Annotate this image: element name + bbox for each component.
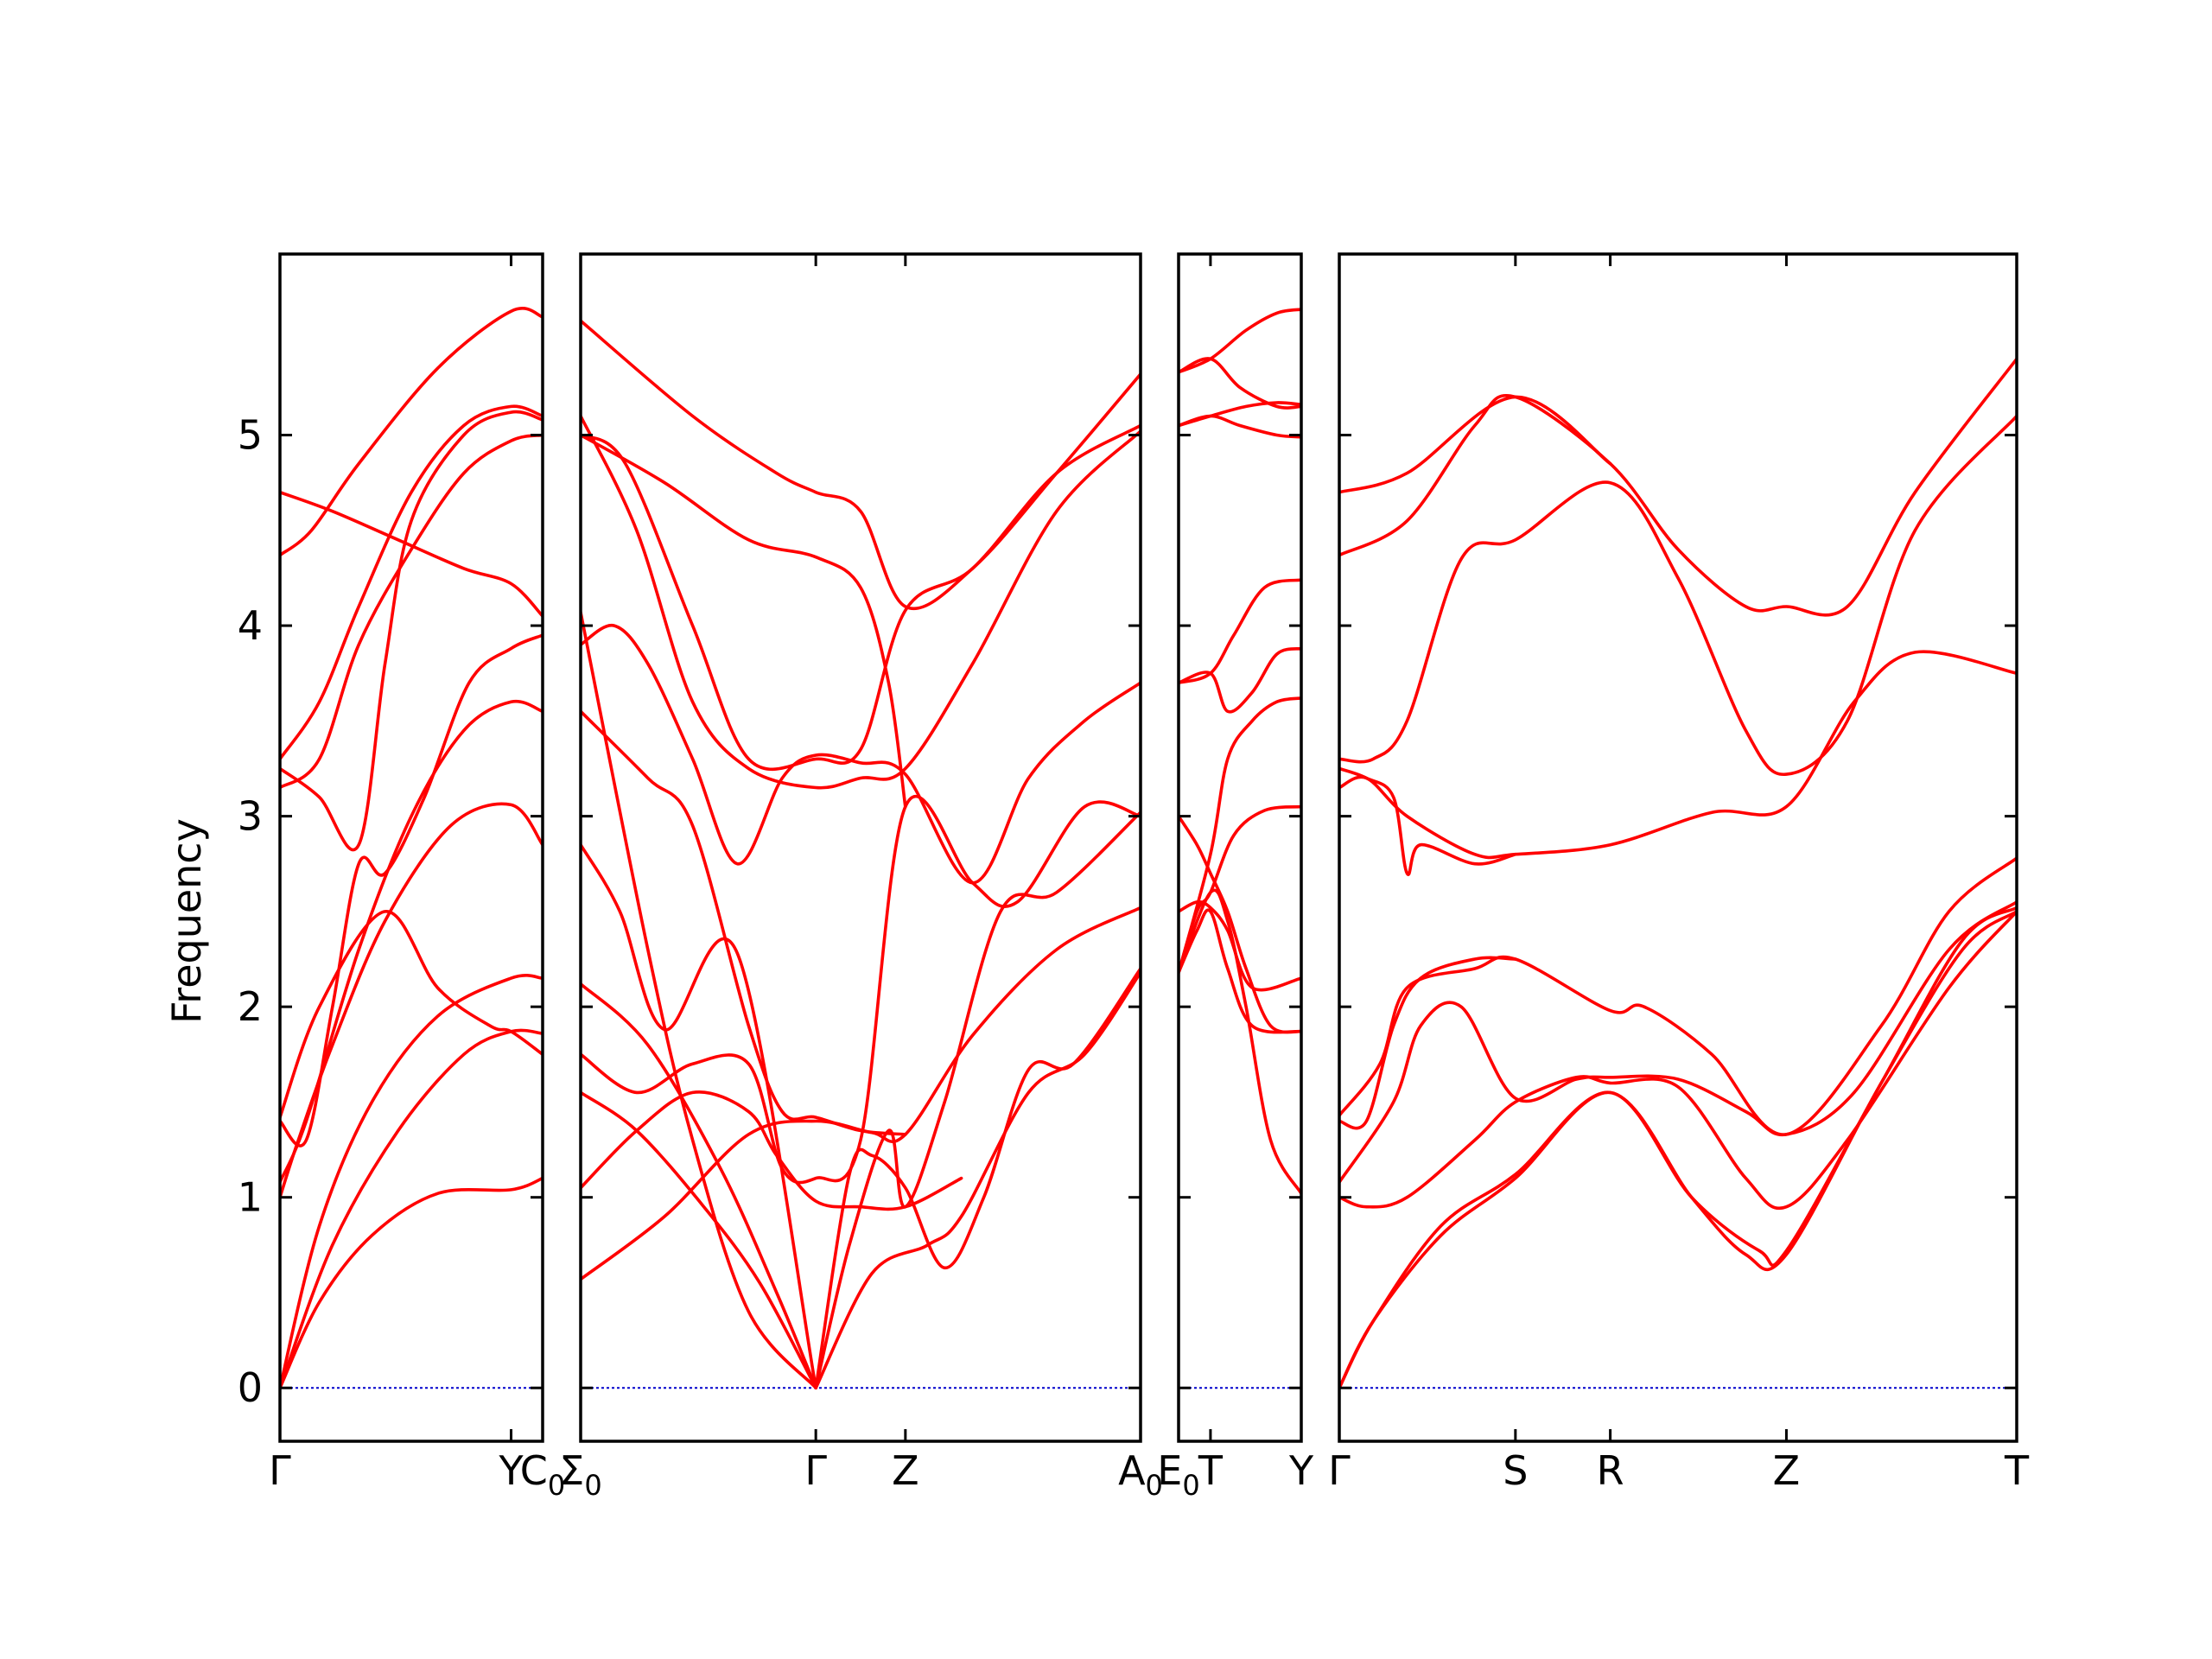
- band-line: [280, 974, 543, 1389]
- x-tick-label-subscript: 0: [1182, 1469, 1199, 1502]
- band-line: [1179, 804, 1301, 975]
- panel-frame: [579, 252, 1142, 1443]
- band-line: [1179, 308, 1301, 374]
- y-tick-label: 1: [238, 1174, 263, 1221]
- band-group: [581, 319, 1141, 1389]
- band-line: [280, 307, 543, 557]
- band-line: [1179, 357, 1301, 410]
- band-line: [581, 624, 1141, 885]
- panel-frame: [278, 252, 544, 1443]
- band-line: [581, 433, 907, 809]
- band-group: [1339, 357, 2017, 1389]
- band-line: [581, 842, 817, 1389]
- x-tick-label: Γ: [269, 1447, 291, 1494]
- x-tick-label: Γ: [804, 1447, 827, 1494]
- band-line: [1339, 900, 2017, 1184]
- band-line: [581, 982, 817, 1389]
- x-tick-label: Z: [892, 1447, 919, 1494]
- band-line: [1339, 910, 2017, 1211]
- panel-3: E0T Y: [1157, 252, 1314, 1502]
- band-line: [814, 970, 1141, 1389]
- band-line: [1179, 888, 1301, 1196]
- band-line: [1339, 956, 1517, 1130]
- panel-frame: [1177, 252, 1303, 1443]
- panel-2: Σ0 Γ Z A0: [559, 252, 1163, 1502]
- band-line: [581, 414, 1141, 790]
- band-line: [280, 1176, 543, 1389]
- band-line: [1179, 696, 1301, 975]
- x-tick-label: T: [2004, 1447, 2030, 1494]
- band-line: [814, 967, 1141, 1389]
- band-line: [1179, 646, 1301, 714]
- band-line: [280, 699, 543, 1184]
- band-line: [581, 709, 907, 1136]
- band-line: [814, 810, 1141, 1389]
- band-line: [1179, 908, 1301, 1034]
- band-line: [581, 1090, 817, 1389]
- x-tick-label-subscript: 0: [584, 1469, 601, 1502]
- x-tick-label: Γ: [1328, 1447, 1351, 1494]
- band-line: [280, 433, 543, 790]
- band-group: [280, 307, 543, 1389]
- band-line: [1339, 766, 1517, 876]
- y-tick-label: 4: [238, 602, 263, 649]
- band-line: [1339, 650, 2017, 860]
- band-line: [1179, 578, 1301, 684]
- band-group: [1179, 308, 1301, 1196]
- y-axis-label: Frequency: [163, 818, 210, 1024]
- y-tick-label: 2: [238, 983, 263, 1030]
- y-tick-label: 3: [238, 793, 263, 840]
- band-line: [1179, 814, 1301, 1034]
- band-line: [581, 795, 1141, 1185]
- band-line: [581, 319, 1141, 611]
- band-line: [1339, 906, 2017, 1389]
- band-line: [280, 404, 543, 761]
- band-line: [1339, 856, 2017, 1136]
- x-tick-label: Σ0: [559, 1447, 601, 1502]
- x-tick-label: S: [1503, 1447, 1528, 1494]
- x-tick-label: C0: [520, 1447, 565, 1502]
- band-line: [581, 610, 817, 1389]
- x-tick-label: E0: [1157, 1447, 1199, 1502]
- band-line: [1339, 910, 2017, 1389]
- x-tick-label-subscript: 0: [1146, 1469, 1163, 1502]
- x-tick-label: R: [1597, 1447, 1624, 1494]
- panel-frame: [1338, 252, 2018, 1443]
- x-tick-label: Z: [1773, 1447, 1801, 1494]
- x-tick-label: T: [1198, 1447, 1224, 1494]
- band-line: [1179, 401, 1301, 428]
- band-line: [1339, 395, 1612, 494]
- band-line: [581, 906, 1141, 1281]
- band-line: [581, 423, 1141, 771]
- y-tick-label: 0: [238, 1364, 263, 1411]
- x-tick-label-subscript: 0: [548, 1469, 565, 1502]
- band-line: [280, 802, 543, 1199]
- band-line: [1339, 414, 2017, 776]
- y-tick-label: 5: [238, 412, 263, 459]
- band-line: [1339, 357, 2017, 617]
- band-line: [280, 490, 543, 618]
- band-line: [1179, 899, 1301, 992]
- x-tick-label: A0: [1118, 1447, 1163, 1502]
- band-line: [280, 633, 543, 1147]
- x-tick-label: Y: [1288, 1447, 1314, 1494]
- band-line: [280, 910, 543, 1119]
- band-line: [280, 410, 543, 852]
- x-tick-label: Y: [498, 1447, 524, 1494]
